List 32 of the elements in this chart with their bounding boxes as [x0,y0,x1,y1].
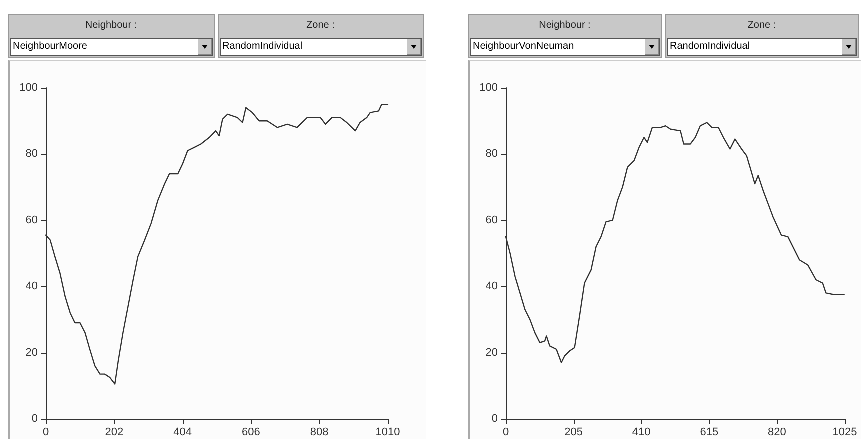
x-tick-label: 202 [105,426,124,438]
y-tick-label: 20 [26,346,38,359]
text: NeighbourVonNeuman [473,41,574,52]
x-tick-label: 0 [502,426,510,438]
text: Zone : [306,19,336,33]
x-tick-label: 1025 [832,426,858,438]
text: RandomIndividual [222,41,303,52]
y-tick-label: 0 [32,413,38,425]
x-tick-label: 410 [632,426,651,438]
text: RandomIndividual [670,41,750,52]
y-tick-label: 80 [26,148,38,160]
x-tick-label: 205 [564,426,583,438]
y-tick-label: 100 [480,82,498,94]
text: Neighbour : [538,19,592,33]
y-tick-label: 20 [486,346,498,359]
y-tick-label: 0 [492,413,498,425]
y-tick-label: 80 [486,148,498,160]
text: NeighbourMoore [13,41,88,52]
y-tick-label: 60 [26,214,38,226]
y-tick-label: 60 [486,214,498,226]
y-tick-label: 40 [26,280,38,293]
x-tick-label: 0 [42,426,50,438]
text: Zone : [746,19,778,33]
text: Neighbour : [84,19,138,33]
y-tick-label: 40 [486,280,498,293]
x-tick-label: 808 [310,426,329,438]
x-tick-label: 1010 [376,426,400,438]
x-tick-label: 404 [174,426,192,438]
x-tick-label: 820 [768,426,786,438]
x-tick-label: 606 [242,426,260,438]
y-tick-label: 100 [20,82,38,94]
x-tick-label: 615 [700,426,719,438]
